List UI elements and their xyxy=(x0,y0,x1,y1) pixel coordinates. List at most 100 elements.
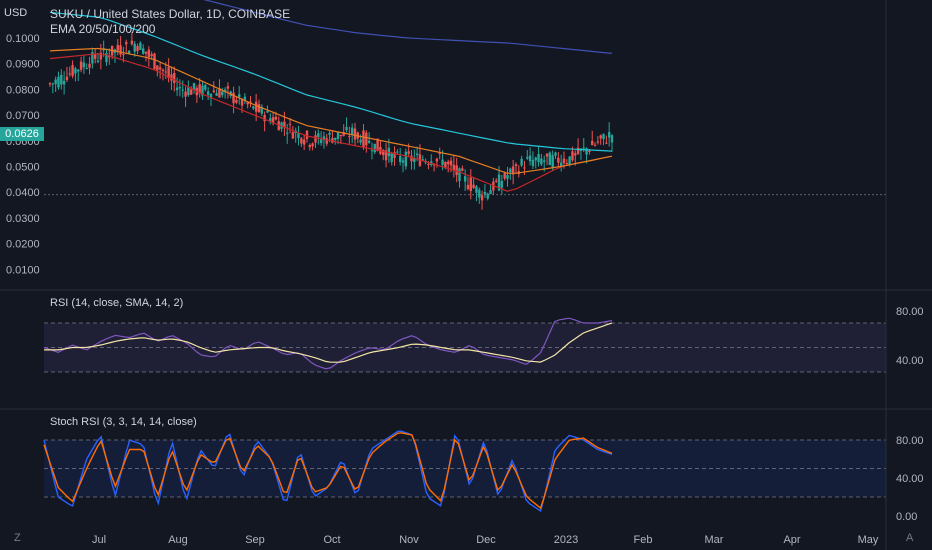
candle xyxy=(181,89,184,91)
candle xyxy=(218,88,221,98)
candle xyxy=(559,162,563,167)
rsi-tick-label: 80.00 xyxy=(896,306,924,318)
candle xyxy=(288,123,292,125)
ema-line xyxy=(49,53,613,192)
candle xyxy=(74,68,77,74)
candle xyxy=(497,174,501,191)
candle xyxy=(325,138,328,144)
candle xyxy=(167,67,170,79)
candle xyxy=(260,106,264,114)
candle xyxy=(469,177,472,192)
candle xyxy=(350,127,354,135)
price-tick-label: 0.0300 xyxy=(6,213,40,225)
candle xyxy=(119,45,122,55)
candle xyxy=(537,154,540,163)
candle xyxy=(65,76,69,81)
candle xyxy=(221,91,224,96)
zoom-icon[interactable]: Z xyxy=(14,532,21,544)
candle xyxy=(514,164,518,167)
candle xyxy=(478,189,481,198)
candle xyxy=(144,51,148,54)
stoch-tick-label: 40.00 xyxy=(896,473,924,485)
candle xyxy=(528,155,532,162)
x-tick-label: Nov xyxy=(399,534,419,546)
candle xyxy=(269,118,272,122)
candle xyxy=(291,132,295,139)
candle xyxy=(593,144,597,146)
candle xyxy=(226,86,230,89)
candle xyxy=(105,52,108,63)
candle xyxy=(136,45,139,52)
candle xyxy=(396,151,399,153)
candle xyxy=(322,136,326,140)
candle xyxy=(257,104,261,113)
candle xyxy=(54,79,57,84)
candle xyxy=(384,150,388,161)
candle xyxy=(209,93,213,99)
candle xyxy=(82,62,86,68)
price-tick-label: 0.0100 xyxy=(6,264,40,276)
candle xyxy=(263,115,266,122)
candle xyxy=(88,63,91,68)
ema-line xyxy=(203,0,613,54)
candle xyxy=(574,153,577,156)
candle xyxy=(173,73,176,83)
candle xyxy=(116,45,119,51)
candle xyxy=(314,135,317,143)
candle xyxy=(370,150,374,152)
candle xyxy=(170,74,173,81)
candle xyxy=(319,139,323,144)
x-tick-label: Feb xyxy=(634,534,653,546)
candle xyxy=(582,147,585,149)
candle xyxy=(79,61,83,70)
candle xyxy=(297,132,300,139)
stoch-tick-label: 80.00 xyxy=(896,435,924,447)
candle xyxy=(271,117,275,124)
candle xyxy=(458,168,461,182)
candle xyxy=(345,126,348,131)
candle xyxy=(463,176,467,182)
auto-scale-icon[interactable]: A xyxy=(906,532,914,544)
ema-legend: EMA 20/50/100/200 xyxy=(50,22,156,36)
rsi-ma-line xyxy=(44,322,613,363)
candle xyxy=(254,101,258,112)
candle xyxy=(300,138,303,144)
price-tick-label: 0.0700 xyxy=(6,110,40,122)
candle xyxy=(141,48,145,54)
candle xyxy=(246,102,249,105)
candle xyxy=(571,151,574,161)
candle xyxy=(317,133,320,138)
candle xyxy=(308,144,312,148)
candle xyxy=(187,87,190,96)
candle xyxy=(511,166,515,175)
candle xyxy=(607,132,611,138)
x-tick-label: Apr xyxy=(783,534,800,546)
candle xyxy=(60,74,63,85)
price-tick-label: 0.0500 xyxy=(6,162,40,174)
candle xyxy=(286,132,289,134)
stoch-label: Stoch RSI (3, 3, 14, 14, close) xyxy=(50,416,197,428)
candle xyxy=(509,168,512,173)
candle xyxy=(215,93,218,96)
candle xyxy=(466,184,470,190)
candle xyxy=(240,99,244,106)
candle xyxy=(565,162,569,164)
candle xyxy=(588,150,591,152)
candle xyxy=(266,111,269,113)
candle xyxy=(68,73,71,75)
candle xyxy=(382,150,385,156)
candle xyxy=(599,135,602,139)
candle xyxy=(427,163,430,165)
candle xyxy=(206,91,210,95)
candle xyxy=(334,137,337,141)
candle xyxy=(91,52,94,64)
candle xyxy=(531,159,535,166)
candle xyxy=(184,91,187,97)
x-tick-label: May xyxy=(858,534,879,546)
candle xyxy=(62,80,66,85)
x-tick-label: Oct xyxy=(323,534,340,546)
candle xyxy=(404,151,408,167)
candle xyxy=(238,94,241,98)
stoch-tick-label: 0.00 xyxy=(896,511,917,523)
